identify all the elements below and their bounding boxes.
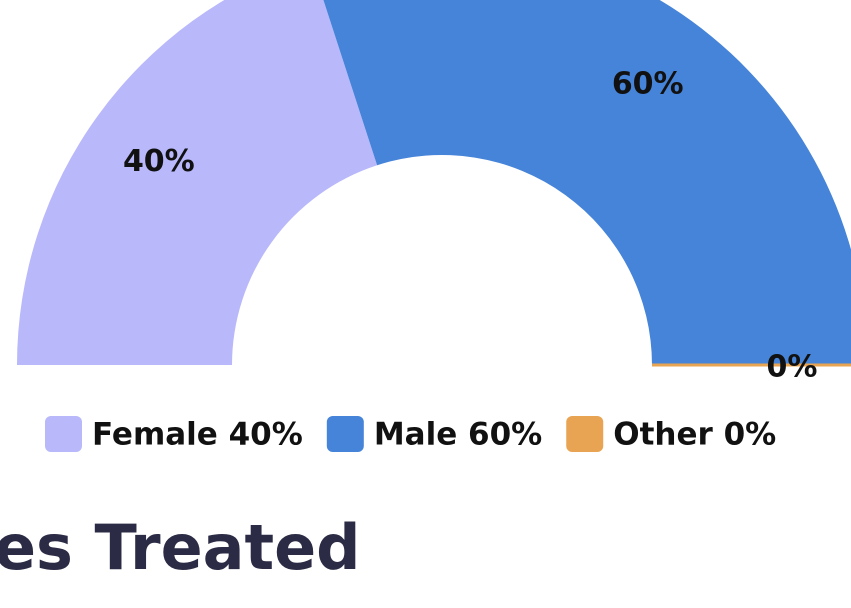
legend-label: Female 40% [92,417,303,453]
data-label: 0% [767,350,818,385]
data-label: 40% [123,144,195,179]
legend-label: Other 0% [613,417,776,453]
data-label: 60% [612,66,684,101]
section-heading: es Treated [0,511,361,584]
legend-swatch [45,416,82,452]
legend-swatch [326,416,364,452]
legend-label: Male 60% [374,417,542,453]
donut-slice [17,0,378,365]
legend-swatch [566,416,604,452]
donut-slice [323,0,851,365]
